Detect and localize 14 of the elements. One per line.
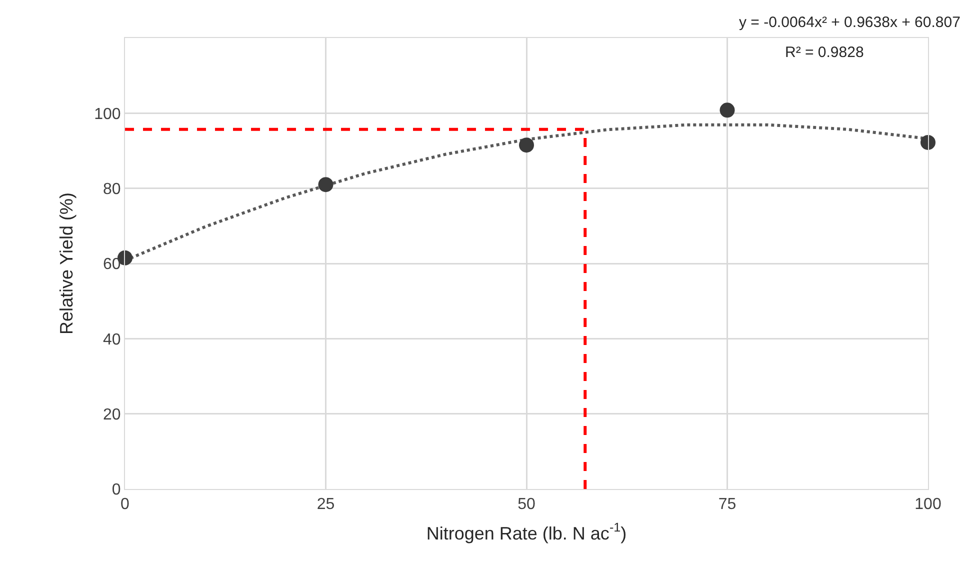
- text: y = -0.0064x² + 0.9638x + 60.807: [739, 14, 960, 31]
- y-tick-label: 0: [112, 482, 121, 499]
- y-axis-title: Relative Yield (%): [56, 192, 76, 335]
- y-tick-label: 100: [94, 106, 121, 123]
- y-tick-label: 40: [103, 331, 121, 348]
- y-tick-label: 20: [103, 406, 121, 424]
- x-tick-label: 75: [718, 496, 736, 514]
- x-axis-title: Nitrogen Rate (lb. N ac$^{-1}$): [426, 520, 627, 544]
- y-tick-label: 60: [103, 256, 121, 274]
- x-tick-label: 50: [518, 496, 536, 514]
- x-tick-label: 25: [316, 496, 335, 514]
- x-tick-label: 100: [914, 496, 942, 514]
- annotation: R² = 0.9828: [785, 44, 864, 61]
- y-tick-label: 80: [103, 180, 121, 198]
